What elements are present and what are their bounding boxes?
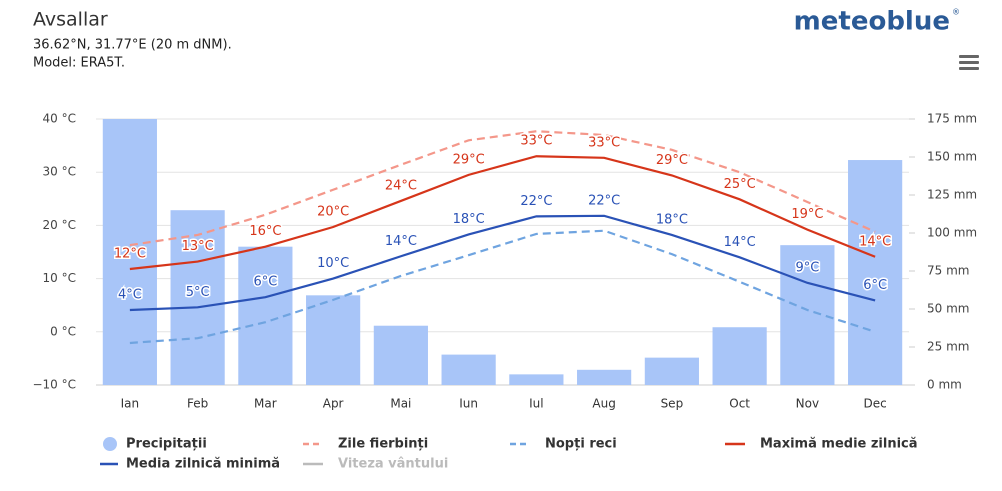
precip-bar [644,357,699,385]
precip-bar [170,210,225,385]
logo: meteoblue [794,7,950,37]
data-label: 24°C [385,178,417,193]
data-label: 22°C [520,194,552,209]
precip-bar [373,325,428,385]
legend-label: Nopți reci [545,437,617,452]
x-tick-label: Mar [254,397,277,411]
precip-bar [509,374,564,385]
x-tick-label: Dec [864,397,887,411]
data-label: 5°C [186,285,210,300]
dashed-line [129,130,876,247]
data-label: 33°C [588,135,620,150]
data-label: 12°C [114,247,146,262]
data-label: 10°C [317,256,349,271]
data-label: 25°C [724,177,756,192]
menu-icon[interactable] [959,55,979,70]
y-tick-label: 40 °C [43,112,76,126]
legend-label: Maximă medie zilnică [760,437,918,452]
title: Avsallar [33,9,108,31]
x-tick-label: Mai [390,397,411,411]
legend-swatch [103,437,117,451]
precip-bar [306,295,361,385]
precip-bar [712,327,767,385]
logo-mark: ® [952,8,960,17]
x-tick-label: Sep [661,397,684,411]
legend-label: Viteza vântului [338,457,448,472]
lines [129,130,876,345]
data-label: 14°C [859,234,891,249]
data-label: 18°C [453,212,485,227]
y2-tick-label: 150 mm [927,150,977,164]
x-tick-label: Ian [121,397,140,411]
legend-label: Zile fierbinți [338,437,428,452]
model: Model: ERA5T. [33,56,125,71]
data-label: 6°C [253,275,277,290]
data-label: 29°C [453,152,485,167]
x-tick-label: Oct [729,397,750,411]
x-tick-label: Apr [323,397,344,411]
data-label: 22°C [588,193,620,208]
data-label: 29°C [656,153,688,168]
bars [102,119,903,385]
precip-bar [780,245,835,385]
data-label: 14°C [724,235,756,250]
data-label: 16°C [249,224,281,239]
precip-bar [848,160,903,385]
y2-tick-label: 125 mm [927,188,977,202]
x-tick-label: Aug [592,397,615,411]
coords: 36.62°N, 31.77°E (20 m dNM). [33,38,232,53]
data-label: 18°C [656,212,688,227]
y-tick-label: 10 °C [43,271,76,285]
data-label: 14°C [385,234,417,249]
x-tick-label: Iun [459,397,478,411]
data-label: 33°C [520,134,552,149]
y2-tick-label: 25 mm [927,340,969,354]
precip-bar [441,354,496,385]
precip-bar [577,369,632,385]
y-tick-label: 20 °C [43,218,76,232]
data-label: 9°C [795,260,819,275]
x-tick-label: Iul [529,397,543,411]
x-tick-label: Feb [187,397,208,411]
y-tick-label: 30 °C [43,165,76,179]
y2-tick-label: 50 mm [927,302,969,316]
data-label: 19°C [791,207,823,222]
data-label: 4°C [118,287,142,302]
data-label: 13°C [182,239,214,254]
data-label: 20°C [317,204,349,219]
x-tick-label: Nov [796,397,819,411]
grid [96,118,915,386]
line [129,155,876,271]
y-tick-label: 0 °C [50,324,76,338]
labels: 12°C 13°C 16°C 20°C 24°C 29°C 33°C 33°C 29°C 25°C… [112,132,892,304]
y-tick-label: −10 °C [32,378,76,392]
legend-label: Media zilnică minimă [126,457,280,472]
y2-tick-label: 75 mm [927,264,969,278]
line [129,214,876,312]
y2-tick-label: 100 mm [927,226,977,240]
legend-label: Precipitații [126,437,207,452]
data-label: 6°C [863,278,887,293]
y2-tick-label: 0 mm [927,378,962,392]
y2-tick-label: 175 mm [927,112,977,126]
